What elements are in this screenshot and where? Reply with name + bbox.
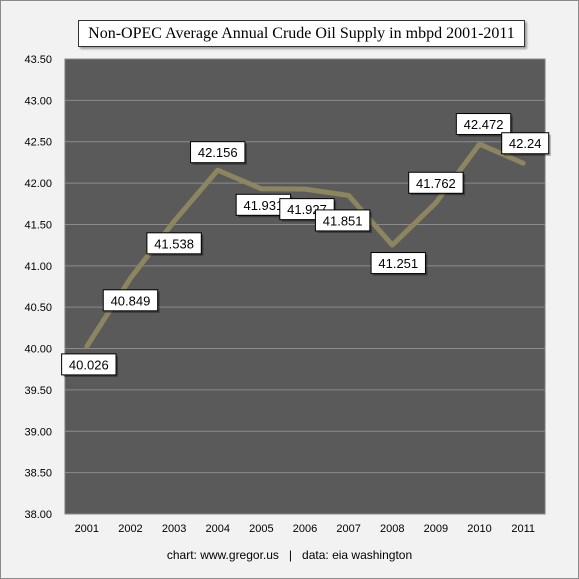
x-tick-label: 2009 — [424, 523, 448, 535]
y-axis-ticks: 38.00 38.50 39.00 39.50 40.00 40.50 41.00 41.50… — [24, 54, 52, 521]
x-tick-label: 2001 — [75, 523, 99, 535]
x-tick-label: 2006 — [293, 523, 317, 535]
data-label: 41.251 — [370, 252, 428, 276]
y-tick-label: 39.00 — [24, 426, 52, 438]
y-tick-label: 38.50 — [24, 468, 52, 480]
svg-text:40.849: 40.849 — [111, 293, 151, 308]
svg-text:41.251: 41.251 — [378, 256, 418, 271]
x-tick-label: 2003 — [162, 523, 186, 535]
y-tick-label: 38.00 — [24, 509, 52, 521]
y-tick-label: 40.50 — [24, 302, 52, 314]
data-label: 41.931 — [235, 193, 293, 218]
data-label: 42.156 — [190, 141, 247, 165]
data-label: 41.538 — [146, 232, 204, 256]
svg-text:41.762: 41.762 — [416, 176, 456, 191]
svg-text:41.931: 41.931 — [243, 198, 283, 213]
svg-text:42.472: 42.472 — [464, 117, 504, 132]
chart-title: Non-OPEC Average Annual Crude Oil Supply… — [78, 20, 525, 47]
y-tick-label: 43.00 — [24, 95, 52, 107]
y-tick-label: 42.50 — [24, 137, 52, 149]
x-axis-ticks: 2001 2002 2003 2004 2005 2006 2007 2008 2009 2010… — [75, 523, 535, 535]
svg-text:40.026: 40.026 — [69, 357, 109, 372]
data-label: 42.472 — [455, 113, 513, 137]
x-tick-label: 2007 — [336, 523, 360, 535]
x-tick-label: 2011 — [511, 523, 535, 535]
data-label: 41.762 — [408, 171, 466, 196]
svg-text:42.24: 42.24 — [509, 136, 542, 151]
x-tick-label: 2010 — [467, 523, 491, 535]
svg-text:42.156: 42.156 — [198, 145, 238, 160]
y-tick-label: 40.00 — [24, 344, 52, 356]
chart-footer: chart: www.gregor.us | data: eia washing… — [166, 548, 413, 562]
y-tick-label: 39.50 — [24, 385, 52, 397]
data-label: 40.849 — [102, 289, 160, 313]
y-tick-label: 42.00 — [24, 178, 52, 190]
y-tick-label: 41.00 — [24, 261, 52, 273]
x-tick-label: 2004 — [205, 523, 229, 535]
data-label: 42.24 — [501, 132, 551, 156]
y-tick-label: 43.50 — [24, 54, 52, 66]
x-tick-label: 2005 — [249, 523, 273, 535]
y-tick-label: 41.50 — [24, 219, 52, 231]
x-tick-label: 2008 — [380, 523, 404, 535]
data-label: 40.026 — [61, 353, 119, 377]
data-label: 41.851 — [314, 209, 372, 233]
svg-text:41.538: 41.538 — [154, 236, 194, 251]
x-tick-label: 2002 — [118, 523, 142, 535]
svg-text:41.851: 41.851 — [323, 213, 363, 228]
